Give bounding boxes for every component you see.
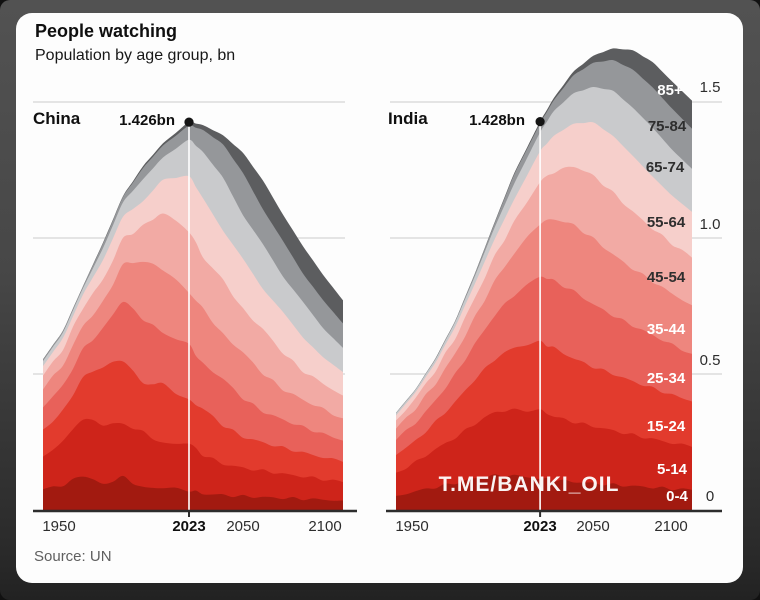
ageband-label-25-34: 25-34 (646, 370, 686, 387)
source-note: Source: UN (34, 548, 112, 565)
page-title: People watching (35, 21, 178, 41)
ytick-0: 0 (705, 488, 715, 505)
china-xtick-2023: 2023 (172, 518, 206, 535)
china-xtick-2050: 2050 (226, 518, 260, 535)
china-xtick-1950: 1950 (42, 518, 76, 535)
watermark-text: T.ME/BANKI_OIL (438, 473, 620, 496)
india-peak-annotation: 1.428bn (469, 112, 525, 129)
ytick-1-0: 1.0 (699, 216, 721, 233)
ageband-label-0-4: 0-4 (666, 488, 688, 505)
ageband-label-75-84: 75-84 (647, 118, 687, 135)
india-xtick-1950: 1950 (395, 518, 429, 535)
china-peak-annotation: 1.426bn (119, 112, 175, 129)
china-xtick-2100: 2100 (308, 518, 342, 535)
ageband-label-5-14: 5-14 (656, 461, 688, 478)
ageband-label-55-64: 55-64 (646, 214, 686, 231)
ageband-label-65-74: 65-74 (645, 159, 685, 176)
india-xtick-2100: 2100 (654, 518, 688, 535)
china-label: China (33, 109, 81, 128)
ytick-1-5: 1.5 (699, 79, 721, 96)
ageband-label-85plus: 85+ (657, 82, 683, 99)
india-xtick-2050: 2050 (576, 518, 610, 535)
ageband-label-45-54: 45-54 (646, 269, 686, 286)
india-xtick-2023: 2023 (523, 518, 557, 535)
page-subtitle: Population by age group, bn (35, 47, 236, 64)
ageband-label-15-24: 15-24 (646, 418, 686, 435)
ageband-label-35-44: 35-44 (646, 321, 686, 338)
ytick-0-5: 0.5 (699, 352, 721, 369)
india-label: India (388, 109, 428, 128)
